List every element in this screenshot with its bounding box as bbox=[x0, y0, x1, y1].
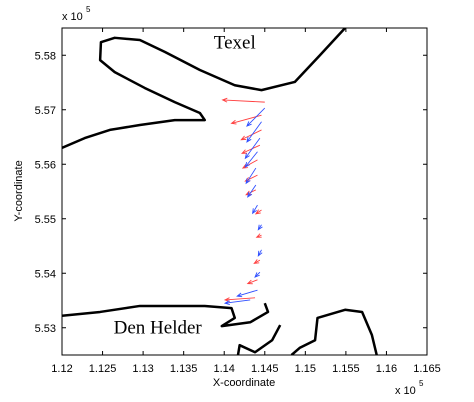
y-tick-label: 5.54 bbox=[35, 268, 56, 280]
x-tick-label: 1.12 bbox=[51, 363, 72, 375]
coastline bbox=[290, 308, 378, 355]
coastline bbox=[62, 28, 346, 150]
y-tick-label: 5.58 bbox=[35, 50, 56, 62]
annotation: Den Helder bbox=[114, 318, 203, 339]
plot-frame bbox=[61, 27, 428, 356]
vector-arrow bbox=[254, 271, 261, 278]
y-tick-label: 5.55 bbox=[35, 214, 56, 226]
vector-arrow bbox=[245, 167, 257, 185]
annotation: Texel bbox=[214, 33, 256, 54]
x-exponent-power: 5 bbox=[419, 379, 424, 388]
x-tick-label: 1.135 bbox=[170, 363, 198, 375]
y-exponent-base: x 10 bbox=[62, 11, 83, 23]
vector-arrow bbox=[244, 137, 261, 160]
vector-arrow bbox=[257, 224, 263, 231]
vector-arrow bbox=[241, 144, 261, 154]
x-tick-label: 1.145 bbox=[251, 363, 279, 375]
y-tick-label: 5.56 bbox=[35, 159, 56, 171]
x-tick-label: 1.14 bbox=[214, 363, 235, 375]
vector-arrow bbox=[252, 204, 258, 215]
x-tick-label: 1.165 bbox=[413, 363, 441, 375]
y-exponent-power: 5 bbox=[86, 5, 91, 14]
coastline bbox=[62, 302, 270, 328]
x-exponent-base: x 10 bbox=[395, 385, 416, 397]
y-axis-label: Y-coordinate bbox=[13, 160, 25, 221]
x-axis-label: X-coordinate bbox=[213, 377, 275, 389]
x-tick-label: 1.125 bbox=[89, 363, 117, 375]
vector-arrow bbox=[246, 107, 266, 127]
y-tick-label: 5.53 bbox=[35, 323, 56, 335]
vector-arrow bbox=[257, 249, 263, 257]
vector-arrow bbox=[244, 151, 258, 168]
plot bbox=[62, 28, 378, 355]
y-tick-label: 5.57 bbox=[35, 105, 56, 117]
vector-arrow bbox=[236, 289, 258, 298]
x-tick-label: 1.16 bbox=[376, 363, 397, 375]
vector-arrow bbox=[240, 129, 262, 141]
vector-arrow bbox=[244, 174, 258, 182]
x-tick-label: 1.15 bbox=[295, 363, 316, 375]
x-tick-label: 1.155 bbox=[332, 363, 360, 375]
x-tick-label: 1.13 bbox=[132, 363, 153, 375]
coastline bbox=[236, 324, 282, 355]
plot-area bbox=[62, 28, 427, 355]
vector-arrow bbox=[254, 209, 262, 215]
vector-arrow bbox=[253, 259, 261, 265]
vector-arrow bbox=[247, 184, 257, 198]
vector-arrow bbox=[246, 121, 262, 143]
vector-arrow bbox=[221, 97, 265, 103]
vector-arrow bbox=[223, 299, 251, 305]
vector-arrow bbox=[246, 279, 258, 285]
vector-arrow bbox=[255, 233, 262, 238]
